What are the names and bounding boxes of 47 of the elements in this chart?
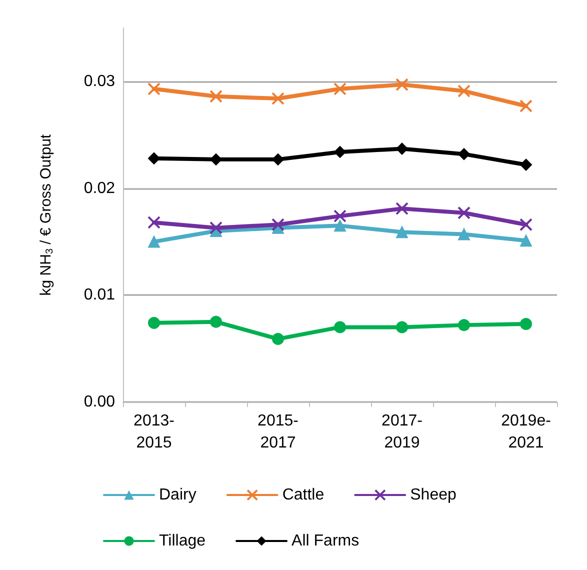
point [520,318,532,330]
y-tick-label: 0.03 [84,72,116,90]
point [520,100,532,113]
x-tick-label: 2019e- 2021 [501,412,551,452]
point [396,321,408,334]
point [334,220,346,232]
point [272,153,284,166]
y-tick-label: 0.02 [84,180,116,197]
y-tick-label: 0.00 [84,394,116,410]
point [272,332,284,345]
point [396,78,408,92]
point [210,316,222,328]
legend-label: Sheep [410,486,456,504]
y-axis-title: kg NH3 / € Gross Output [38,133,56,296]
point [458,148,470,160]
point [458,228,470,240]
point [396,226,408,238]
point [272,92,284,106]
point [148,82,160,96]
point [520,158,532,171]
legend-label: Dairy [159,486,196,504]
point [148,236,160,248]
point [334,210,346,223]
point [458,84,470,98]
point [210,90,222,103]
y-tick-label: 0.01 [84,286,116,304]
point [458,319,470,332]
point [396,202,408,216]
point [396,142,408,155]
point [148,216,160,229]
point [334,321,346,334]
point [334,146,346,158]
point [148,152,160,164]
point [148,316,160,329]
legend-label: Tillage [159,532,206,550]
point [272,218,284,232]
x-tick-label: 2013- 2015 [134,412,174,452]
point [458,206,470,220]
legend-label: Cattle [282,486,324,504]
point [210,153,222,166]
x-tick-label: 2015- 2017 [258,412,298,452]
point [520,234,532,247]
point [210,221,222,234]
point [334,82,346,96]
legend-label: All Farms [292,532,360,550]
x-tick-label: 2017- 2019 [382,412,422,452]
point [520,218,532,232]
